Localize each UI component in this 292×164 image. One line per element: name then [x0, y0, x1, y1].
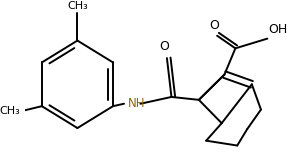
Text: CH₃: CH₃ — [0, 106, 20, 116]
Text: NH: NH — [128, 97, 145, 110]
Text: CH₃: CH₃ — [67, 1, 88, 11]
Text: O: O — [209, 19, 219, 32]
Text: O: O — [159, 40, 169, 53]
Text: OH: OH — [268, 23, 288, 36]
